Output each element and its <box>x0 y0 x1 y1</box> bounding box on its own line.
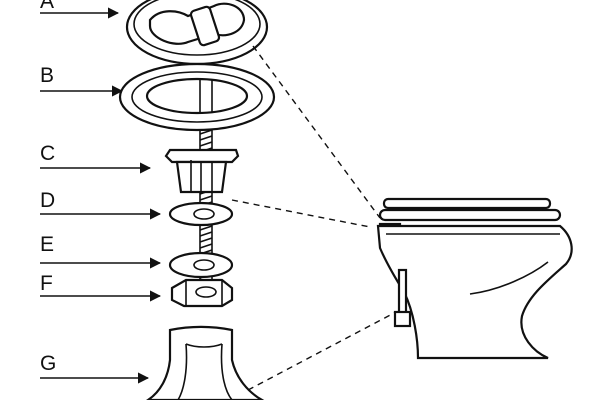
label-g: G <box>40 352 150 384</box>
label-c: C <box>40 142 152 174</box>
label-d: D <box>40 189 162 220</box>
label-f-text: F <box>40 272 53 295</box>
part-d-washer <box>168 201 234 227</box>
toilet-seat-lid <box>382 197 552 210</box>
guide-dashed-line-a <box>252 45 381 219</box>
toilet-illustration <box>376 197 573 360</box>
guide-dashed-line-d <box>231 199 371 228</box>
label-e-text: E <box>40 233 54 256</box>
label-g-text: G <box>40 352 56 375</box>
label-a: A <box>40 0 120 19</box>
toilet-mounting-bolt <box>397 268 408 318</box>
label-b: B <box>40 64 124 97</box>
part-c-flanged-sleeve <box>164 148 240 194</box>
toilet-bolt-nut <box>393 310 412 328</box>
part-f-hex-nut <box>170 278 234 308</box>
toilet-seat-ring <box>378 208 562 222</box>
part-b-ring-washer <box>118 62 276 132</box>
label-a-text: A <box>40 0 54 13</box>
label-c-text: C <box>40 142 55 165</box>
label-f: F <box>40 272 162 302</box>
part-e-washer <box>168 251 234 279</box>
part-g-mounting-post <box>146 325 265 400</box>
part-a-hinge-cap <box>125 0 269 66</box>
label-b-text: B <box>40 64 54 87</box>
label-d-text: D <box>40 189 55 212</box>
guide-dashed-line-g <box>247 311 397 391</box>
label-e: E <box>40 233 162 269</box>
